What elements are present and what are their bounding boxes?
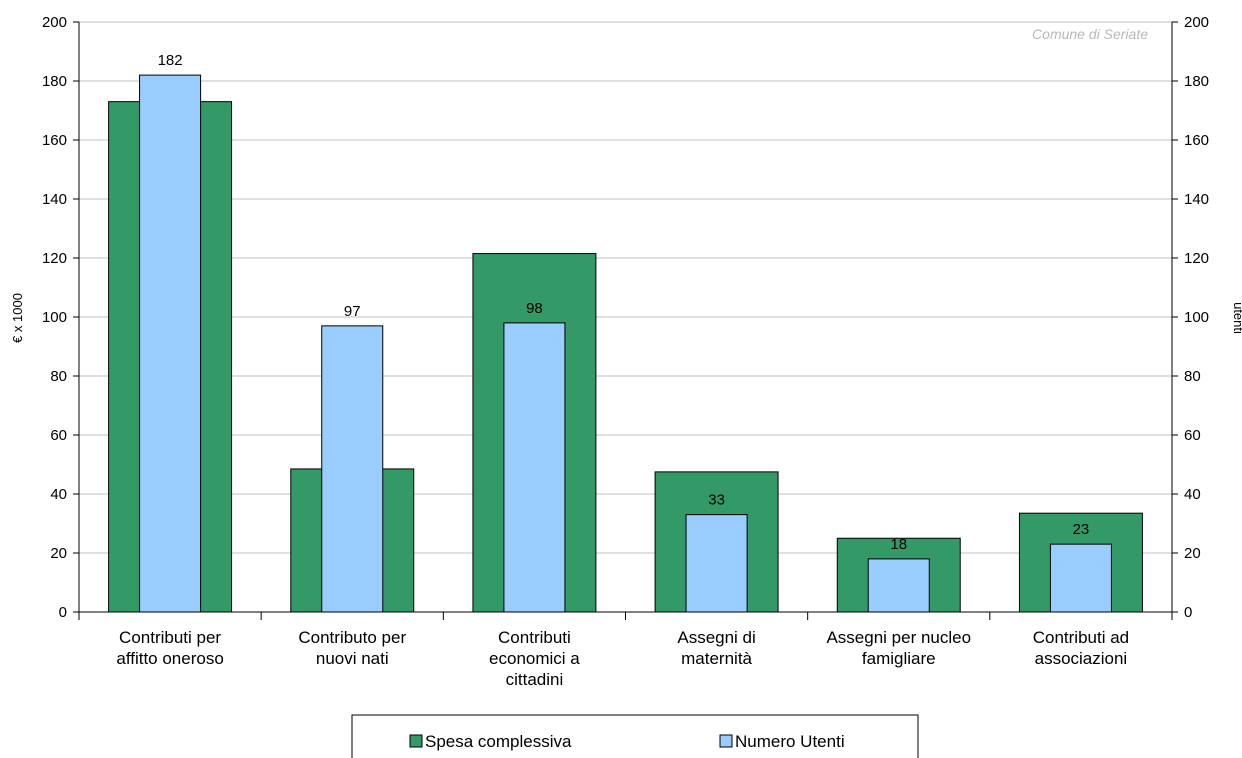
left-tick-label: 80 [50,368,67,385]
data-label: 182 [158,52,183,69]
left-tick-label: 160 [42,132,67,149]
legend: Spesa complessiva Numero Utenti [351,714,919,758]
right-tick-label: 180 [1184,73,1209,90]
right-tick-label: 200 [1184,14,1209,31]
category-label-line: Contributi [498,628,571,647]
gridlines [79,21,1172,554]
category-label-line: nuovi nati [316,649,389,668]
data-labels: 182 97 98 33 18 23 [158,52,1090,553]
right-tick-label: 40 [1184,486,1201,503]
bars [108,74,1143,613]
right-tick-label: 100 [1184,309,1209,326]
data-label: 23 [1073,521,1090,538]
right-tick-label: 140 [1184,191,1209,208]
category-label-line: Contributi per [119,628,221,647]
category-label: Contributi per affitto oneroso [116,628,223,668]
legend-label: Spesa complessiva [425,732,572,751]
bar-numero-utenti [1049,543,1112,613]
left-tick-label: 60 [50,427,67,444]
legend-swatch [719,734,733,748]
left-tick-label: 40 [50,486,67,503]
bar-numero-utenti [685,514,748,613]
legend-label: Numero Utenti [735,732,845,751]
right-tick-label: 80 [1184,368,1201,385]
left-tick-label: 100 [42,309,67,326]
left-axis-ticks: 0 20 40 60 80 100 120 140 160 180 200 [42,14,79,621]
category-label-line: famigliare [862,649,936,668]
data-label: 97 [344,303,361,320]
y-axis-label: € x 1000 [10,293,25,343]
left-tick-label: 120 [42,250,67,267]
axes [78,22,1173,620]
category-label: Assegni per nucleo famigliare [826,628,971,668]
right-axis-ticks: 0 20 40 60 80 100 120 140 160 180 200 [1172,14,1209,621]
category-label-line: economici a [489,649,580,668]
left-tick-label: 180 [42,73,67,90]
bar-numero-utenti [321,325,384,613]
y2-axis-label: utenti [1231,302,1242,334]
bar-numero-utenti [867,558,930,613]
bar-numero-utenti [503,322,566,613]
category-label: Contributo per nuovi nati [298,628,406,668]
right-tick-label: 120 [1184,250,1209,267]
right-tick-label: 60 [1184,427,1201,444]
category-label-line: affitto oneroso [116,649,223,668]
right-tick-label: 160 [1184,132,1209,149]
right-tick-label: 20 [1184,545,1201,562]
category-label-line: Assegni di [677,628,755,647]
left-tick-label: 20 [50,545,67,562]
category-label-line: maternità [681,649,752,668]
left-tick-label: 200 [42,14,67,31]
data-label: 33 [708,492,725,509]
left-tick-label: 140 [42,191,67,208]
category-label-line: Contributi ad [1033,628,1129,647]
category-label: Contributi ad associazioni [1033,628,1129,668]
category-labels: Contributi per affitto oneroso Contributo … [116,628,1129,689]
category-label: Assegni di maternità [677,628,755,668]
legend-swatch [409,734,423,748]
category-label-line: cittadini [506,670,564,689]
category-label-line: associazioni [1035,649,1128,668]
watermark: Comune di Seriate [1032,26,1148,42]
category-label-line: Contributo per [298,628,406,647]
data-label: 18 [890,536,907,553]
bar-numero-utenti [139,74,202,613]
left-tick-label: 0 [59,604,67,621]
category-label: Contributi economici a cittadini [489,628,580,689]
right-tick-label: 0 [1184,604,1192,621]
data-label: 98 [526,300,543,317]
category-label-line: Assegni per nucleo [826,628,971,647]
legend-box [351,714,919,758]
